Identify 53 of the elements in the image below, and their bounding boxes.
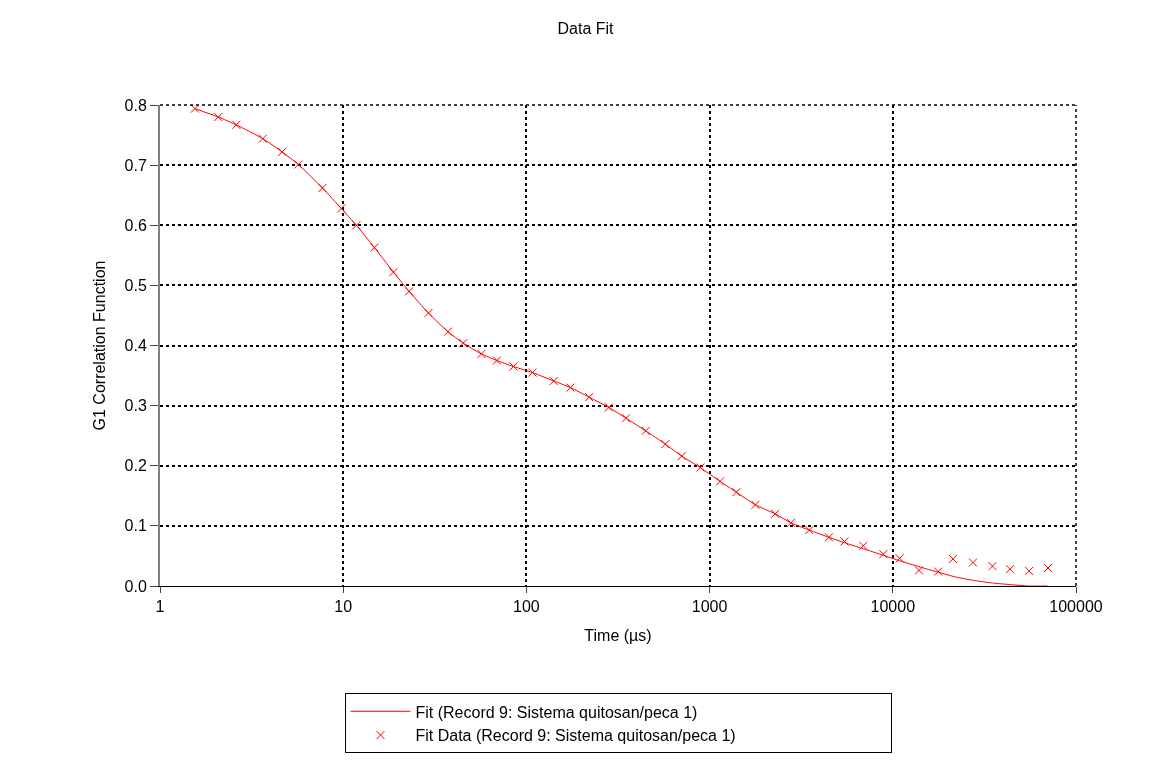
point [604,402,614,412]
y-axis-title: G1 Correlation Function [90,260,108,431]
x-tick-label: 1000 [691,598,728,616]
point [258,134,268,144]
point [750,500,760,510]
y-tick-label: 0.7 [124,156,147,174]
point [695,463,705,473]
point [641,426,651,436]
point [715,476,725,486]
x-tick-label: 10 [334,598,353,616]
point [968,558,978,568]
y-tick-label: 0.5 [124,276,147,294]
y-tick-label: 0.1 [124,517,147,535]
point [895,553,905,563]
x-tick-label: 10000 [870,598,916,616]
y-tick-label: 0.8 [124,96,147,114]
point [878,549,888,559]
point [731,487,741,497]
point [987,561,997,571]
point [1043,563,1053,573]
point [1005,564,1015,574]
x-tick-label: 100000 [1049,598,1103,616]
y-tick-label: 0.0 [124,577,147,595]
point [476,349,486,359]
legend-label: Fit Data (Record 9: Sistema quitosan/peca 1) [415,727,736,745]
point [277,147,287,157]
point [804,525,814,535]
point [621,413,631,423]
legend-label: Fit (Record 9: Sistema quitosan/peca 1) [415,703,698,721]
point [458,338,468,348]
point [933,567,943,577]
point [660,439,670,449]
point [858,541,868,551]
point [677,451,687,461]
chart-title: Data Fit [557,20,615,38]
y-tick-label: 0.4 [124,337,147,355]
point [293,160,303,170]
point [770,509,780,519]
point [786,518,796,528]
y-tick-label: 0.2 [124,457,147,475]
point [1024,566,1034,576]
point [369,243,379,252]
x-tick-label: 1 [155,598,165,616]
point [549,376,559,386]
x-tick-label: 100 [513,598,540,616]
y-tick-label: 0.6 [124,216,147,234]
point [824,532,834,542]
point [351,220,361,230]
point [914,565,924,575]
point [423,308,433,318]
point [404,286,414,296]
y-tick-label: 0.3 [124,397,147,415]
x-axis-title: Time (µs) [584,626,652,644]
